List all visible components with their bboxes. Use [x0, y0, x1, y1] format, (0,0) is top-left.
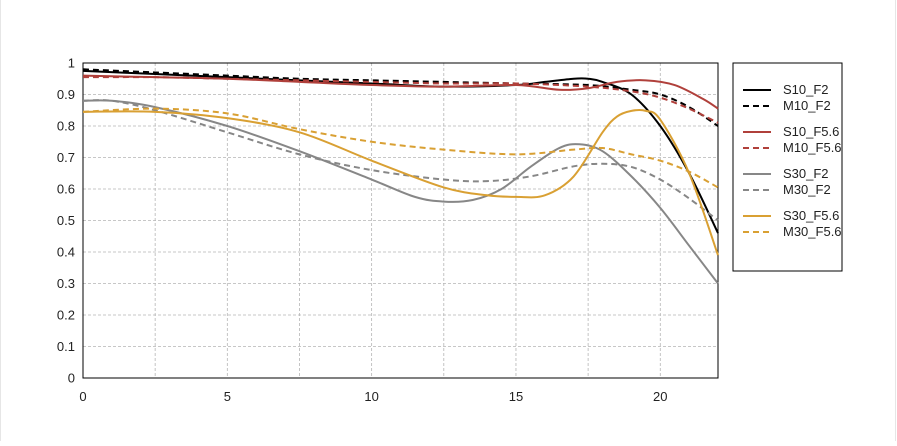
- x-axis-ticks: 0 5 10 15 20: [79, 389, 667, 404]
- x-tick-label: 15: [509, 389, 523, 404]
- legend-label-m10-f2: M10_F2: [783, 98, 831, 113]
- legend-label-m10-f5-6: M10_F5.6: [783, 140, 842, 155]
- series-line-m30-f5-6: [82, 107, 719, 189]
- series-line-s30-f5-6: [82, 108, 719, 256]
- series-line-s30-f2: [82, 99, 719, 285]
- series-line-m30-f2: [82, 99, 719, 222]
- grid-lines: [83, 63, 718, 378]
- legend-label-s30-f2: S30_F2: [783, 166, 829, 181]
- x-tick-label: 5: [224, 389, 231, 404]
- series-line-s10-f2: [82, 69, 719, 234]
- legend-box: [732, 62, 843, 272]
- series-line-m10-f5-6: [82, 76, 719, 124]
- y-tick-label: 0.3: [57, 276, 75, 291]
- legend-label-m30-f5-6: M30_F5.6: [783, 224, 842, 239]
- y-tick-label: 0.8: [57, 119, 75, 134]
- y-tick-label: 0.2: [57, 308, 75, 323]
- y-tick-label: 1: [68, 56, 75, 71]
- legend-label-s10-f5-6: S10_F5.6: [783, 124, 839, 139]
- y-tick-label: 0: [68, 371, 75, 386]
- series-line-m10-f2: [82, 68, 719, 127]
- x-tick-label: 10: [364, 389, 378, 404]
- y-tick-label: 0.5: [57, 213, 75, 228]
- legend-label-s10-f2: S10_F2: [783, 82, 829, 97]
- y-tick-label: 0.4: [57, 245, 75, 260]
- x-tick-label: 20: [653, 389, 667, 404]
- legend-label-m30-f2: M30_F2: [783, 182, 831, 197]
- y-tick-label: 0.9: [57, 87, 75, 102]
- y-tick-label: 0.7: [57, 150, 75, 165]
- legend-label-s30-f5-6: S30_F5.6: [783, 208, 839, 223]
- series-lines: [82, 68, 719, 285]
- x-tick-label: 0: [79, 389, 86, 404]
- y-tick-label: 0.1: [57, 339, 75, 354]
- series-line-s10-f5-6: [82, 74, 719, 110]
- y-axis-ticks: 0 0.1 0.2 0.3 0.4 0.5 0.6 0.7 0.8 0.9 1: [57, 56, 75, 386]
- y-tick-label: 0.6: [57, 182, 75, 197]
